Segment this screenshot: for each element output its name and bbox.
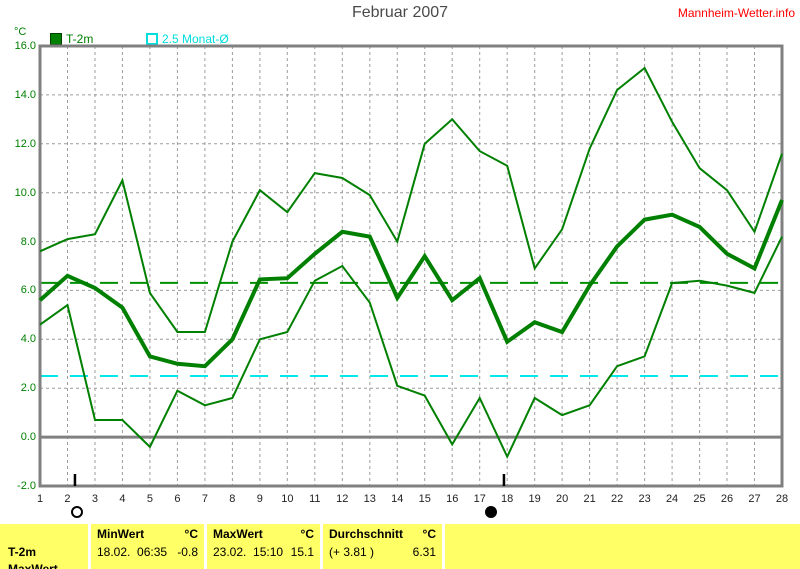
x-tick-label: 7: [201, 493, 208, 505]
durchschnitt-unit: °C: [422, 527, 436, 541]
y-tick-label: 12.0: [14, 137, 36, 150]
y-tick-label: -2.0: [17, 480, 36, 492]
minwert-unit: °C: [184, 527, 198, 541]
x-tick-label: 18: [501, 493, 514, 505]
x-tick-label: 22: [610, 493, 624, 505]
maxwert-value: 15.1: [290, 545, 314, 559]
stats-col-series: T-2m MaxWert: [0, 524, 88, 569]
column-divider: [204, 524, 207, 569]
maxwert-header: MaxWert: [213, 527, 263, 541]
x-tick-label: 28: [775, 493, 789, 505]
x-tick-label: 4: [119, 493, 126, 505]
stats-col-minwert: MinWert °C 18.02. 06:35 -0.8: [91, 524, 204, 569]
x-tick-label: 3: [91, 493, 99, 505]
durchschnitt-value: 6.31: [412, 545, 436, 559]
x-tick-label: 13: [363, 493, 376, 505]
x-tick-label: 16: [446, 493, 459, 505]
x-tick-label: 23: [638, 493, 651, 505]
x-tick-label: 10: [281, 493, 294, 505]
legend-label-t2m: T-2m: [66, 32, 94, 46]
x-tick-label: 27: [748, 493, 761, 505]
minwert-datetime: 18.02. 06:35: [97, 545, 168, 559]
x-tick-label: 17: [473, 493, 486, 505]
new-moon-icon: [484, 506, 497, 518]
y-tick-label: 10.0: [14, 186, 36, 199]
y-tick-label: 8.0: [20, 235, 36, 248]
y-tick-label: 16.0: [14, 40, 36, 52]
x-tick-label: 14: [391, 493, 404, 505]
x-tick-label: 6: [174, 493, 181, 505]
y-tick-label: 6.0: [20, 284, 36, 297]
y-tick-label: 0.0: [20, 431, 36, 444]
minwert-header: MinWert: [97, 527, 145, 541]
maxwert-unit: °C: [300, 527, 314, 541]
x-tick-label: 25: [693, 493, 706, 505]
stats-next-row-label: MaxWert: [8, 562, 58, 569]
x-tick-label: 5: [146, 493, 153, 505]
full-moon-icon: [71, 506, 84, 518]
column-divider: [320, 524, 323, 569]
stats-table: T-2m MaxWert MinWert °C 18.02. 06:35 -0.…: [0, 524, 800, 569]
x-tick-label: 21: [583, 493, 596, 505]
x-tick-label: 15: [418, 493, 431, 505]
column-divider: [442, 524, 445, 569]
x-tick-label: 12: [336, 493, 349, 505]
stats-col-durchschnitt: Durchschnitt °C (+ 3.81 ) 6.31: [323, 524, 442, 569]
y-axis-unit-label: °C: [14, 26, 27, 38]
y-tick-label: 2.0: [20, 382, 36, 395]
legend-label-monthly-avg: 2.5 Monat-Ø: [162, 32, 229, 46]
stats-series-label: T-2m: [8, 545, 37, 559]
durchschnitt-anomaly: (+ 3.81 ): [329, 545, 375, 559]
x-tick-label: 1: [36, 493, 44, 505]
page-title: Februar 2007: [351, 4, 449, 21]
x-tick-label: 8: [229, 493, 236, 505]
y-tick-label: 14.0: [14, 88, 36, 101]
durchschnitt-header: Durchschnitt: [329, 527, 404, 541]
x-tick-label: 20: [556, 493, 569, 505]
x-tick-label: 24: [665, 493, 679, 505]
x-tick-label: 2: [64, 493, 71, 505]
legend-swatch-monthly-avg: [146, 33, 158, 45]
x-tick-label: 19: [528, 493, 541, 505]
y-tick-label: 4.0: [20, 333, 36, 346]
column-divider: [88, 524, 91, 569]
stats-col-maxwert: MaxWert °C 23.02. 15:10 15.1: [207, 524, 320, 569]
minwert-value: -0.8: [177, 545, 198, 559]
site-link[interactable]: Mannheim-Wetter.info: [677, 6, 795, 20]
maxwert-datetime: 23.02. 15:10: [213, 545, 284, 559]
legend-swatch-t2m: [50, 33, 62, 45]
x-tick-label: 9: [256, 493, 263, 505]
x-tick-label: 11: [309, 493, 321, 505]
x-tick-label: 26: [720, 493, 734, 505]
